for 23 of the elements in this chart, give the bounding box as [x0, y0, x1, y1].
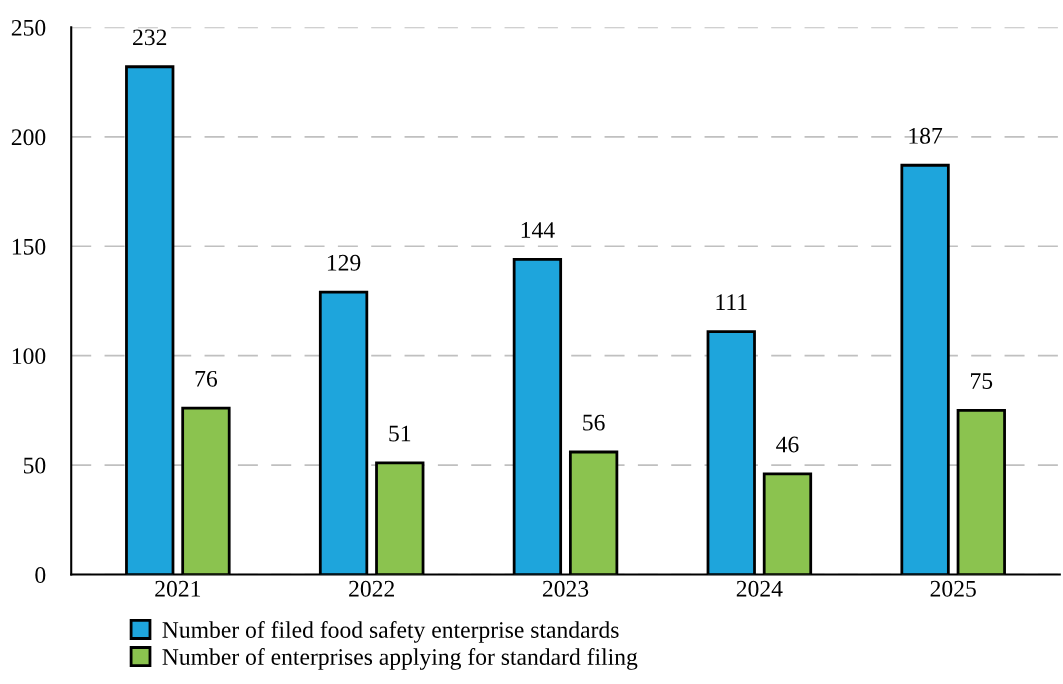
data-label: 144 [521, 222, 555, 238]
y-tick-label: 50 [23, 457, 46, 474]
x-tick-label: 2023 [542, 580, 589, 597]
legend-label: Number of enterprises applying for standard filing [162, 648, 638, 670]
data-label: 232 [133, 29, 167, 46]
data-label: 111 [716, 294, 747, 310]
legend-label: Number of filed food safety enterprise standards [162, 621, 619, 643]
data-label: 51 [389, 425, 411, 442]
y-tick-label: 250 [11, 19, 46, 36]
data-label: 75 [971, 373, 993, 389]
y-tick-label: 200 [11, 129, 46, 146]
y-tick-label: 0 [35, 567, 46, 583]
y-tick-label: 150 [12, 238, 46, 255]
data-label: 187 [909, 127, 943, 144]
data-label: 129 [327, 254, 361, 271]
x-tick-label: 2022 [349, 580, 394, 597]
y-tick-label: 100 [12, 348, 46, 365]
x-tick-label: 2025 [930, 580, 976, 597]
data-label: 56 [583, 414, 605, 431]
data-label: 76 [195, 370, 218, 387]
data-label: 46 [776, 436, 799, 453]
x-tick-label: 2021 [155, 580, 201, 597]
x-tick-label: 2024 [736, 580, 783, 597]
